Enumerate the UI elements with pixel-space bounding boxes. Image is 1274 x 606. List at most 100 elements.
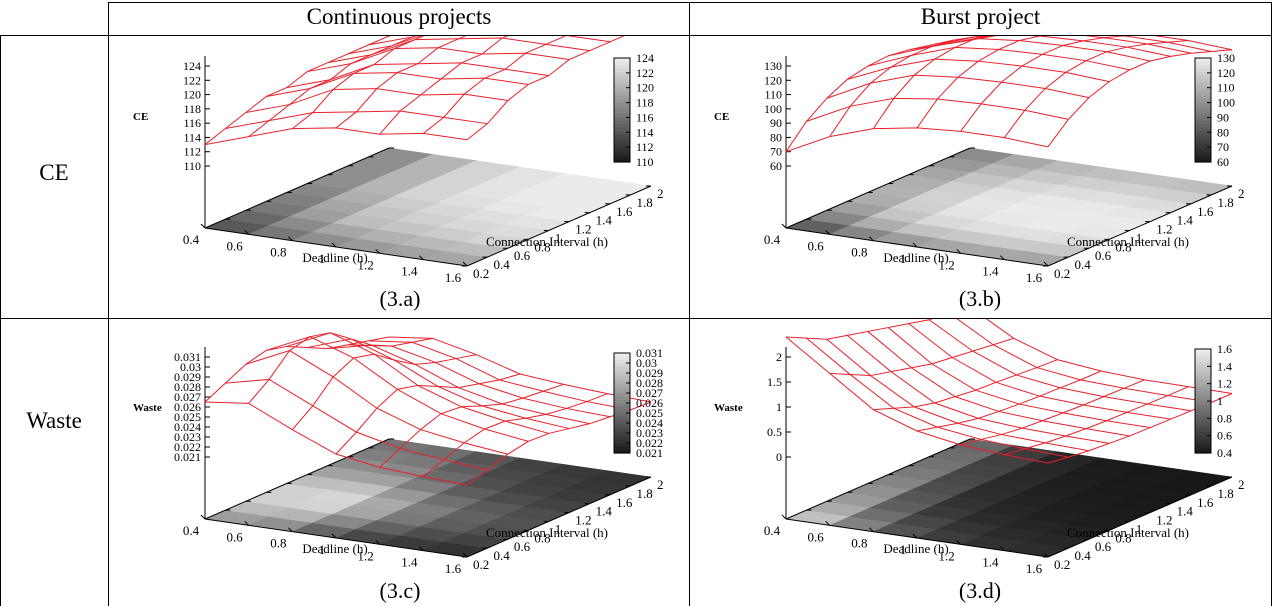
colorbar-segment [614,413,630,417]
surface-wire [335,36,467,129]
colorbar-segment [614,416,630,421]
surface-wire [388,336,652,403]
x-tick-label: 1 [319,251,326,266]
surface-wire [204,336,390,403]
colorbar-segment [614,443,630,447]
colorbar-label: 0.029 [636,366,663,380]
x-tick-mark [781,514,787,520]
colorbar-segment [1195,421,1211,426]
colorbar-segment [614,423,630,427]
y-tick-label: 0.8 [534,530,550,545]
surface-wire [1047,49,1233,148]
table-border-right [1271,2,1272,606]
colorbar-segment [614,369,630,374]
x-tick-mark [418,255,424,261]
surface-wire [368,340,631,411]
colorbar-segment [1195,425,1211,430]
colorbar-segment [614,127,630,132]
table-border-top [108,2,1272,3]
colorbar-segment [614,99,630,104]
colorbar-label: 112 [636,140,654,154]
surface-wire [956,319,1212,403]
x-tick-label: 0.8 [851,536,867,551]
colorbar-label: 1.4 [1217,359,1232,373]
colorbar-segment [614,429,630,434]
chart-waste-continuous: 0.4 0.6 0.8 1 1.2 1.4 1.6 0.20.40.60.811.21.41.… [133,332,664,576]
surface-wire [348,36,611,55]
y-tick-label: 1.6 [1197,204,1214,219]
table-border-mid [0,318,1272,319]
surface-wire [887,327,1151,429]
colorbar-segment [614,89,630,94]
colorbar-segment [1195,58,1211,63]
z-tick-label: 0.026 [174,400,201,414]
y-tick-label: 0.6 [1095,248,1112,263]
colorbar-segment [614,103,630,108]
colorbar-segment [614,96,630,101]
colorbar-segment [614,409,630,414]
colorbar-segment [1195,373,1211,378]
colorbar-label: 1 [1217,394,1223,408]
colorbar-segment [614,379,630,384]
colorbar-label: 116 [636,110,654,124]
y-tick-label: 0.2 [1054,266,1070,281]
z-tick-label: 0.029 [174,370,201,384]
chart-ce-continuous: 0.4 0.6 0.8 1 1.2 1.4 1.6 0.20.40.60.811.21.41.… [133,36,664,285]
surface-wire [466,36,625,141]
z-tick-label: 0.022 [174,440,201,454]
colorbar-segment [1195,110,1211,115]
colorbar-segment [614,436,630,441]
z-axis-label: CE [714,111,729,123]
col-header-burst: Burst project [920,4,1041,29]
surface-wire [335,373,521,455]
x-tick-label: 0.4 [764,523,781,538]
x-tick-mark [956,539,962,545]
colorbar-segment [1195,148,1211,153]
y-tick-label: 1.8 [1218,486,1234,501]
colorbar-segment [1195,82,1211,87]
colorbar-segment [1195,123,1211,128]
colorbar-segment [1195,439,1211,444]
colorbar-label: 122 [636,66,654,80]
colorbar-segment [614,376,630,381]
colorbar-label: 0.025 [636,406,663,420]
colorbar-segment [614,359,630,364]
x-axis-label: Deadline (h) [883,250,948,265]
y-axis-label: Connection Interval (h) [1067,234,1189,249]
colorbar-segment [1195,151,1211,156]
x-tick-label: 1.4 [982,264,999,279]
z-tick-label: 60 [770,159,782,173]
surface-wire [872,36,989,129]
colorbar-segment [1195,390,1211,395]
x-tick-mark [1043,552,1049,558]
surface-wire [291,353,477,430]
surface-wire [867,331,1130,437]
x-tick-mark [868,527,874,533]
y-tick-label: 1 [555,230,562,245]
x-tick-label: 1.4 [401,555,418,570]
colorbar-segment [1195,137,1211,142]
colorbar-segment [1195,130,1211,135]
colorbar-segment [1195,64,1211,69]
colorbar-segment [614,106,630,111]
colorbar-label: 114 [636,125,654,139]
surface-wire [847,334,1110,444]
surface-wire [916,36,1043,129]
z-tick-label: 0.025 [174,410,201,424]
y-tick-label: 1.2 [1156,222,1172,237]
z-tick-label: 0.024 [174,420,201,434]
surface-wire [286,62,549,89]
colorbar-segment [614,144,630,149]
x-tick-label: 1.6 [1026,270,1043,285]
x-tick-mark [999,255,1005,261]
colorbar-segment [1195,407,1211,412]
z-tick-label: 0.027 [174,390,201,404]
colorbar-segment [1195,366,1211,371]
y-tick-label: 0.6 [514,248,531,263]
colorbar-segment [614,137,630,142]
surface-wire [928,319,1192,412]
y-tick-label: 0.4 [493,548,510,563]
x-tick-mark [200,514,206,520]
colorbar-segment [1195,99,1211,104]
colorbar-label: 110 [1217,81,1235,95]
